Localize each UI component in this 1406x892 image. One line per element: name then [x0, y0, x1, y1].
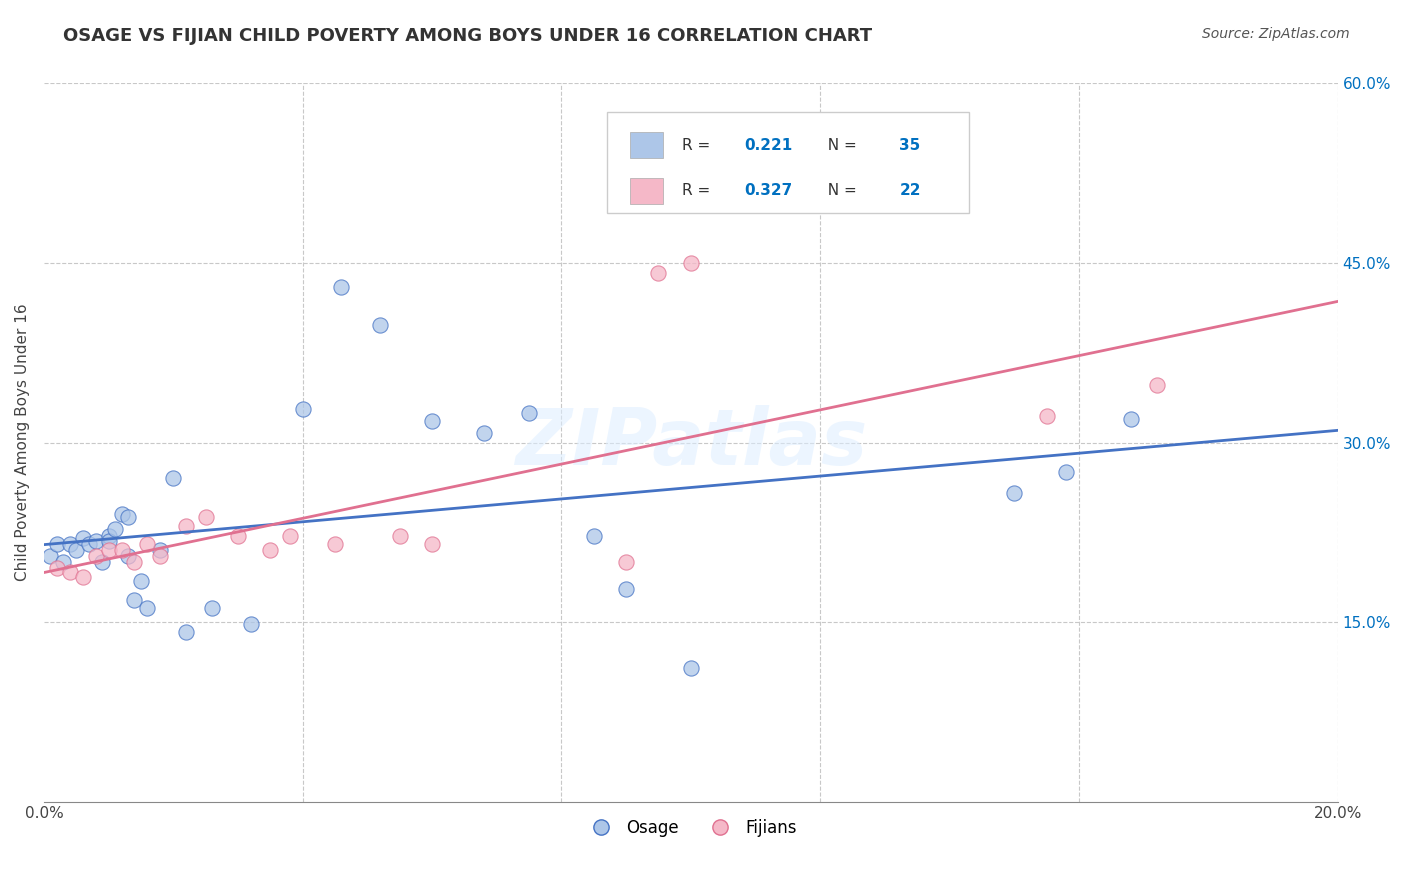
Point — [45, 561, 67, 575]
Point — [117, 509, 139, 524]
Point — [97, 543, 120, 558]
Point — [174, 624, 197, 639]
Point — [291, 402, 314, 417]
Point — [124, 593, 146, 607]
Point — [1035, 409, 1057, 424]
Point — [149, 543, 172, 558]
Point — [104, 522, 127, 536]
Point — [368, 318, 391, 333]
Point — [472, 425, 495, 440]
Point — [59, 537, 82, 551]
Point — [330, 280, 353, 294]
Point — [278, 529, 301, 543]
Point — [39, 549, 62, 564]
Point — [117, 549, 139, 564]
Point — [124, 555, 146, 569]
Text: OSAGE VS FIJIAN CHILD POVERTY AMONG BOYS UNDER 16 CORRELATION CHART: OSAGE VS FIJIAN CHILD POVERTY AMONG BOYS… — [63, 27, 872, 45]
Point — [679, 256, 702, 270]
Text: ZIPatlas: ZIPatlas — [515, 404, 868, 481]
Text: 0.221: 0.221 — [744, 138, 793, 153]
Point — [45, 537, 67, 551]
Point — [614, 582, 637, 596]
Point — [110, 543, 132, 558]
Point — [1054, 466, 1077, 480]
Point — [420, 414, 443, 428]
Point — [72, 569, 94, 583]
Point — [201, 600, 224, 615]
Legend: Osage, Fijians: Osage, Fijians — [578, 813, 804, 844]
Point — [91, 555, 114, 569]
Point — [162, 471, 184, 485]
Point — [582, 529, 605, 543]
Text: 35: 35 — [900, 138, 921, 153]
Point — [323, 537, 346, 551]
Text: N =: N = — [818, 138, 862, 153]
Point — [679, 660, 702, 674]
FancyBboxPatch shape — [630, 178, 662, 203]
Text: R =: R = — [682, 138, 716, 153]
Point — [84, 549, 107, 564]
Point — [72, 531, 94, 545]
Point — [614, 555, 637, 569]
Point — [136, 537, 159, 551]
Point — [59, 565, 82, 579]
Point — [65, 543, 87, 558]
Point — [226, 529, 249, 543]
Point — [420, 537, 443, 551]
Point — [1002, 485, 1025, 500]
Point — [239, 617, 262, 632]
Text: Source: ZipAtlas.com: Source: ZipAtlas.com — [1202, 27, 1350, 41]
Text: N =: N = — [818, 183, 862, 198]
Point — [1119, 411, 1142, 425]
Point — [97, 529, 120, 543]
Point — [174, 519, 197, 533]
Y-axis label: Child Poverty Among Boys Under 16: Child Poverty Among Boys Under 16 — [15, 303, 30, 582]
Point — [388, 529, 411, 543]
Point — [194, 509, 217, 524]
Point — [647, 266, 669, 280]
Point — [77, 537, 100, 551]
Text: 22: 22 — [900, 183, 921, 198]
Point — [259, 543, 281, 558]
Point — [110, 508, 132, 522]
Point — [517, 406, 540, 420]
Point — [97, 533, 120, 548]
Point — [52, 555, 75, 569]
Point — [136, 600, 159, 615]
Text: 0.327: 0.327 — [744, 183, 793, 198]
FancyBboxPatch shape — [630, 132, 662, 158]
FancyBboxPatch shape — [606, 112, 969, 212]
Point — [1146, 378, 1168, 392]
Point — [84, 533, 107, 548]
Text: R =: R = — [682, 183, 716, 198]
Point — [129, 574, 152, 589]
Point — [149, 549, 172, 564]
